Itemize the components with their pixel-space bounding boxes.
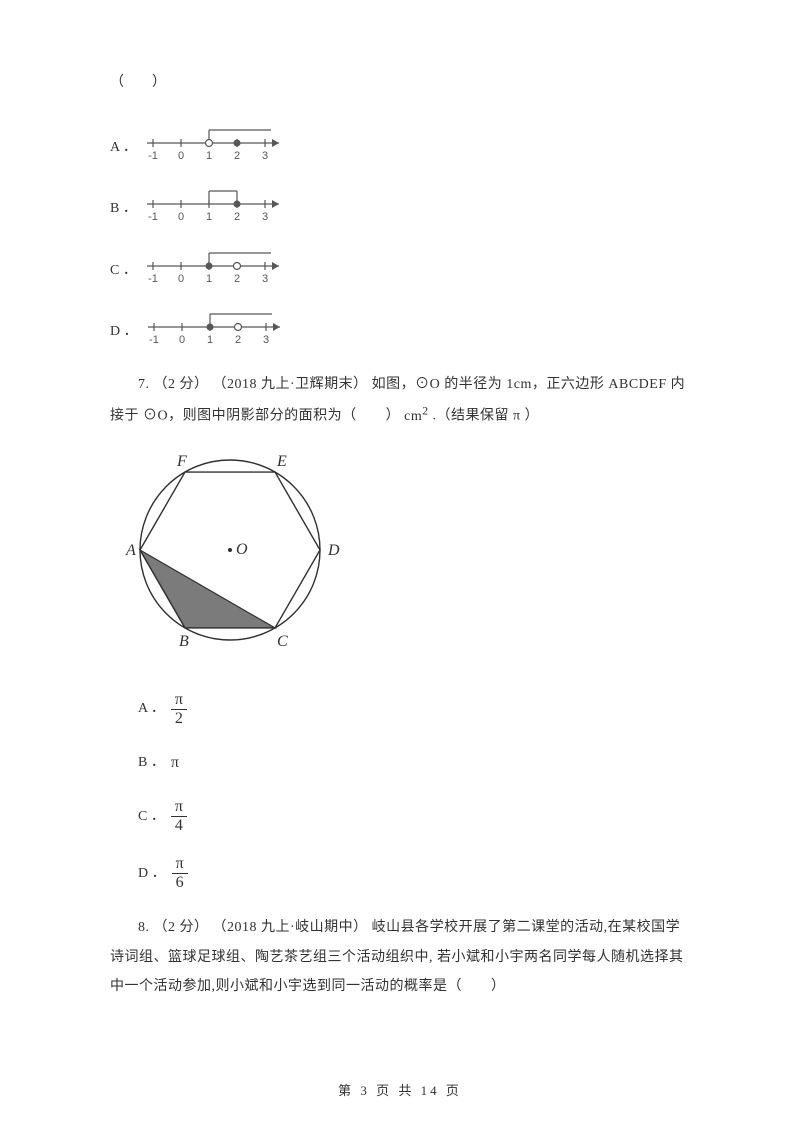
svg-text:0: 0 (178, 211, 184, 223)
option-label: D ． (138, 861, 166, 886)
svg-text:-1: -1 (148, 150, 158, 162)
svg-text:O: O (236, 541, 248, 558)
option-label: B ． (138, 750, 165, 775)
option-label-D: D ． (110, 319, 138, 344)
svg-text:2: 2 (234, 273, 240, 285)
numberline-D: -1 0 1 2 3 (146, 307, 306, 356)
svg-text:D: D (327, 542, 340, 559)
svg-text:3: 3 (262, 150, 268, 162)
fraction: π 6 (172, 856, 188, 891)
q7-option-C: C ． π 4 (138, 799, 690, 834)
q7-option-D: D ． π 6 (138, 856, 690, 891)
option-row-D: D ． -1 0 1 2 3 (110, 307, 690, 356)
numberline-B: -1 0 1 2 3 (145, 184, 305, 233)
svg-text:0: 0 (178, 273, 184, 285)
svg-text:A: A (125, 542, 136, 559)
top-paren: （ ） (110, 70, 690, 95)
option-row-C: C ． -1 0 1 2 3 (110, 246, 690, 295)
svg-text:0: 0 (179, 334, 185, 346)
svg-text:F: F (176, 453, 187, 470)
svg-text:E: E (276, 453, 287, 470)
svg-text:1: 1 (206, 150, 212, 162)
fraction: π 4 (171, 799, 187, 834)
question-7-text: 7. （2 分） （2018 九上·卫辉期末） 如图，⊙O 的半径为 1cm，正… (110, 370, 690, 431)
q7-option-B: B ． π (138, 749, 690, 778)
svg-text:2: 2 (235, 334, 241, 346)
option-label-B: B ． (110, 196, 137, 221)
svg-text:2: 2 (234, 211, 240, 223)
fraction: π 2 (171, 692, 187, 727)
option-row-A: A ． -1 0 1 2 3 (110, 123, 690, 172)
svg-text:0: 0 (178, 150, 184, 162)
svg-text:2: 2 (234, 150, 240, 162)
svg-text:1: 1 (206, 211, 212, 223)
q7-suffix: .（结果保留 π ） (429, 409, 540, 424)
svg-text:B: B (179, 633, 189, 650)
svg-text:-1: -1 (149, 334, 159, 346)
svg-text:1: 1 (206, 273, 212, 285)
svg-text:-1: -1 (148, 211, 158, 223)
q7-options: A ． π 2 B ． π C ． π 4 D ． π 6 (110, 692, 690, 892)
plain-value: π (171, 749, 179, 778)
q7-unit: cm2 (404, 409, 428, 424)
svg-text:1: 1 (207, 334, 213, 346)
svg-text:3: 3 (262, 211, 268, 223)
option-label: A ． (138, 696, 165, 721)
page-content: （ ） A ． -1 0 1 2 3 B ． -1 0 1 2 3 C ． -1 0 1 2 3 D ．… (0, 0, 800, 1056)
option-label-C: C ． (110, 258, 137, 283)
svg-text:-1: -1 (148, 273, 158, 285)
numberline-C: -1 0 1 2 3 (145, 246, 305, 295)
numberline-A: -1 0 1 2 3 (145, 123, 305, 172)
q7-option-A: A ． π 2 (138, 692, 690, 727)
question-8-text: 8. （2 分） （2018 九上·岐山期中） 岐山县各学校开展了第二课堂的活动… (110, 913, 690, 1001)
option-row-B: B ． -1 0 1 2 3 (110, 184, 690, 233)
svg-text:3: 3 (262, 273, 268, 285)
option-label: C ． (138, 804, 165, 829)
svg-text:C: C (277, 633, 288, 650)
svg-text:3: 3 (263, 334, 269, 346)
q7-prefix: 7. （2 分） （2018 九上·卫辉期末） 如图，⊙O 的半径为 1cm，正… (110, 377, 685, 424)
hexagon-diagram: A D F E B C O (120, 445, 690, 669)
page-footer: 第 3 页 共 14 页 (0, 1079, 800, 1102)
option-label-A: A ． (110, 135, 137, 160)
